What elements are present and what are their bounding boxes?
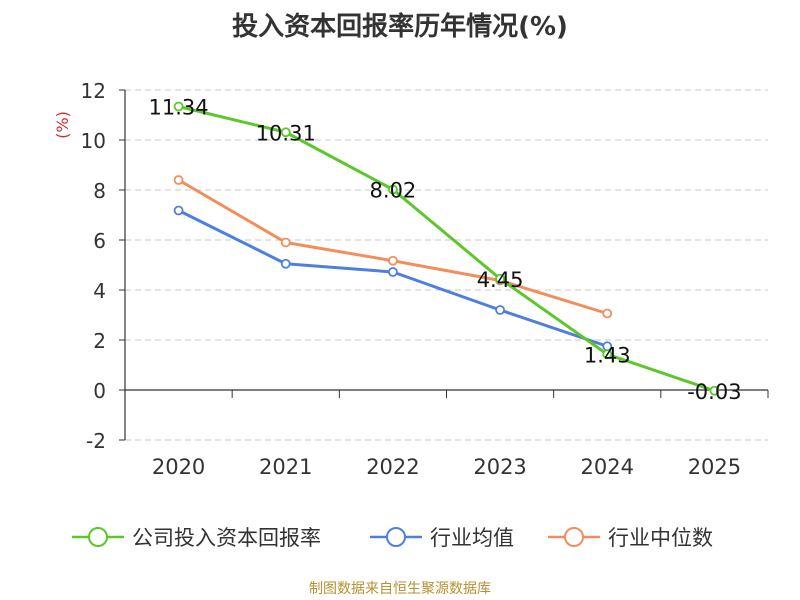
- x-tick-label-2020: 2020: [152, 455, 205, 479]
- y-tick-label-6: 6: [93, 229, 106, 253]
- legend-marker-2[interactable]: [564, 527, 584, 547]
- y-tick-label--2: -2: [86, 429, 106, 453]
- legend-marker-1[interactable]: [386, 527, 406, 547]
- series-line-1: [177, 209, 608, 348]
- x-tick-label-2025: 2025: [688, 455, 741, 479]
- data-point-s0-2021: [280, 127, 291, 138]
- data-point-s2-2021: [280, 237, 291, 248]
- data-label-2022: 8.02: [370, 179, 417, 203]
- data-point-s1-2022: [388, 267, 398, 277]
- data-point-s0-2023: [495, 273, 505, 284]
- y-tick-label-10: 10: [81, 129, 106, 153]
- y-tick-label-0: 0: [93, 379, 106, 403]
- data-point-s2-2024: [602, 308, 613, 319]
- y-tick-label-4: 4: [93, 279, 106, 303]
- gridlines: [125, 89, 768, 441]
- data-point-s0-2025: [709, 385, 720, 396]
- data-point-s0-2024: [602, 349, 613, 360]
- source-note: 制图数据来自恒生聚源数据库: [309, 581, 491, 597]
- legend: 公司投入资本回报率 行业均值 行业中位数: [72, 526, 713, 550]
- axes: -2 0 2 4 6 8 10 12 2020 2021 2022 2023 2024 2025 (%): [53, 79, 769, 479]
- data-label-2020: 11.34: [149, 96, 209, 120]
- data-label-2021: 10.31: [256, 121, 316, 145]
- data-label-2024: 1.43: [584, 343, 631, 367]
- y-axis-title: (%): [53, 111, 72, 139]
- series-lines: [173, 101, 720, 396]
- legend-label-1[interactable]: 行业均值: [430, 526, 514, 550]
- x-tick-label-2021: 2021: [259, 455, 312, 479]
- y-tick-label-8: 8: [93, 179, 106, 203]
- x-tick-label-2023: 2023: [473, 455, 526, 479]
- legend-label-2[interactable]: 行业中位数: [608, 526, 713, 550]
- data-labels: 11.34 10.31 8.02 4.45 1.43 -0.03: [149, 96, 742, 404]
- data-point-s1-2023: [495, 305, 505, 315]
- x-tick-label-2022: 2022: [366, 455, 419, 479]
- data-point-s2-2020: [173, 175, 184, 185]
- data-label-2025: -0.03: [687, 380, 741, 404]
- series-line-0: [178, 105, 715, 393]
- data-point-s1-2020: [173, 205, 184, 216]
- data-point-s0-2020: [173, 101, 184, 112]
- y-tick-label-12: 12: [81, 79, 106, 103]
- x-tick-label-2024: 2024: [581, 455, 634, 479]
- data-point-s0-2022: [388, 184, 398, 195]
- legend-label-0[interactable]: 公司投入资本回报率: [132, 526, 321, 550]
- data-point-s1-2021: [280, 258, 291, 269]
- legend-marker-0[interactable]: [88, 527, 108, 547]
- y-tick-label-2: 2: [93, 329, 106, 353]
- data-label-2023: 4.45: [477, 268, 524, 292]
- chart-title: 投入资本回报率历年情况(%): [232, 12, 568, 42]
- data-point-s2-2022: [388, 255, 398, 266]
